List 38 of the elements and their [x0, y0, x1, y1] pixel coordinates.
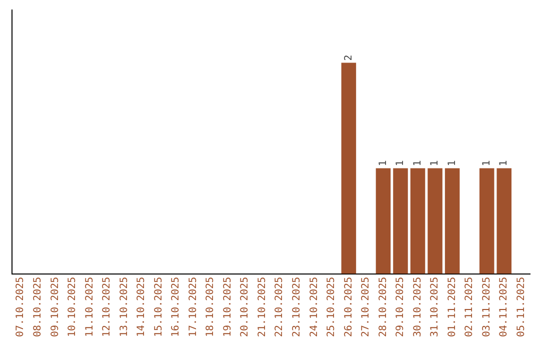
- data-label: 1: [446, 160, 458, 166]
- x-tick-label: 26.10.2025: [343, 276, 354, 338]
- x-tick-label: 14.10.2025: [136, 276, 148, 338]
- data-label: 1: [412, 160, 424, 166]
- x-tick-label: 21.10.2025: [256, 276, 268, 338]
- x-tick-label: 07.10.2025: [15, 276, 26, 338]
- x-tick-label: 05.11.2025: [516, 276, 527, 338]
- data-label: 1: [498, 160, 510, 166]
- x-tick-label: 12.10.2025: [102, 276, 113, 338]
- x-tick-label: 25.10.2025: [326, 276, 338, 338]
- data-label: 2: [343, 54, 354, 61]
- x-tick-label: 04.11.2025: [498, 276, 510, 338]
- x-tick-label: 16.10.2025: [170, 276, 182, 338]
- x-tick-label: 09.10.2025: [50, 276, 61, 338]
- data-label: 1: [481, 160, 492, 166]
- x-tick-label: 22.10.2025: [274, 276, 286, 338]
- x-tick-label: 08.10.2025: [32, 276, 44, 338]
- x-tick-label: 13.10.2025: [118, 276, 130, 338]
- x-tick-label: 18.10.2025: [205, 276, 216, 338]
- x-tick-label: 19.10.2025: [222, 276, 234, 338]
- x-tick-label: 24.10.2025: [308, 276, 320, 338]
- x-tick-label: 30.10.2025: [412, 276, 424, 338]
- data-label: 1: [395, 160, 406, 166]
- x-tick-label: 27.10.2025: [360, 276, 372, 338]
- x-tick-label: 01.11.2025: [446, 276, 458, 338]
- x-tick-label: 10.10.2025: [67, 276, 78, 338]
- x-tick-label: 15.10.2025: [153, 276, 164, 338]
- x-tick-label: 02.11.2025: [464, 276, 476, 338]
- x-tick-label: 17.10.2025: [188, 276, 199, 338]
- data-label: 1: [430, 160, 441, 166]
- x-tick-label: 31.10.2025: [430, 276, 441, 338]
- data-label: 1: [378, 160, 389, 166]
- x-tick-label: 28.10.2025: [378, 276, 389, 338]
- x-tick-label: 20.10.2025: [240, 276, 251, 338]
- x-tick-label: 11.10.2025: [84, 276, 96, 338]
- x-tick-label: 23.10.2025: [291, 276, 302, 338]
- x-tick-label: 29.10.2025: [395, 276, 406, 338]
- x-tick-label: 03.11.2025: [481, 276, 492, 338]
